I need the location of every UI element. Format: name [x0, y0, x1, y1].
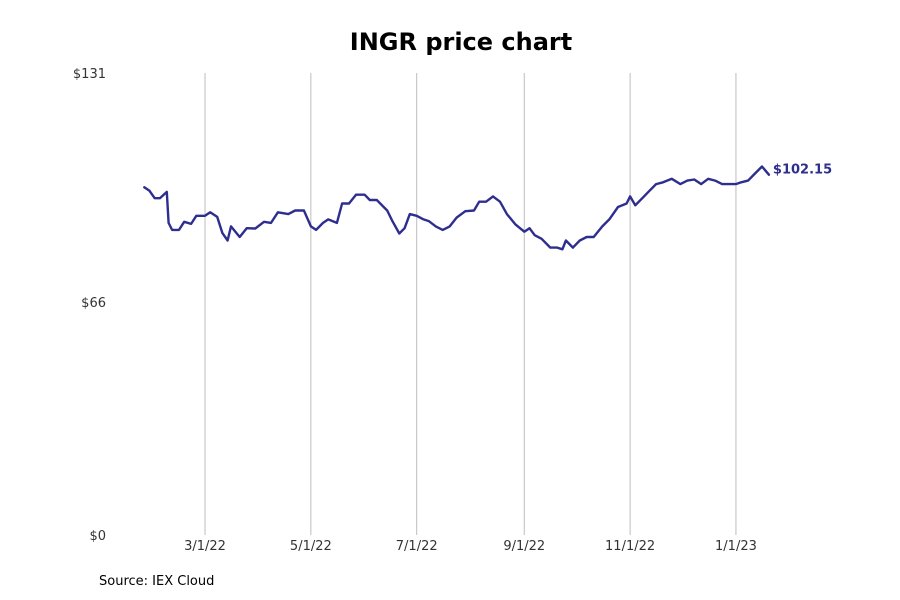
x-tick-label: 11/1/22	[605, 539, 655, 554]
x-axis-ticks: 3/1/22 5/1/22 7/1/22 9/1/22 11/1/22 1/1/23	[184, 539, 757, 554]
x-tick-label: 1/1/23	[715, 539, 757, 554]
y-axis-ticks: $0 $66 $131	[73, 67, 106, 544]
x-tick-label: 9/1/22	[503, 539, 545, 554]
last-price-label: $102.15	[773, 163, 832, 178]
x-tick-label: 7/1/22	[396, 539, 438, 554]
x-tick-label: 3/1/22	[184, 539, 226, 554]
vertical-gridlines	[204, 73, 737, 535]
source-note: Source: IEX Cloud	[99, 574, 215, 589]
y-tick-label: $66	[81, 296, 106, 311]
x-tick-label: 5/1/22	[290, 539, 332, 554]
y-tick-label: $0	[89, 529, 106, 544]
price-line	[143, 165, 771, 251]
y-tick-label: $131	[73, 67, 106, 82]
chart-title: INGR price chart	[349, 28, 573, 56]
